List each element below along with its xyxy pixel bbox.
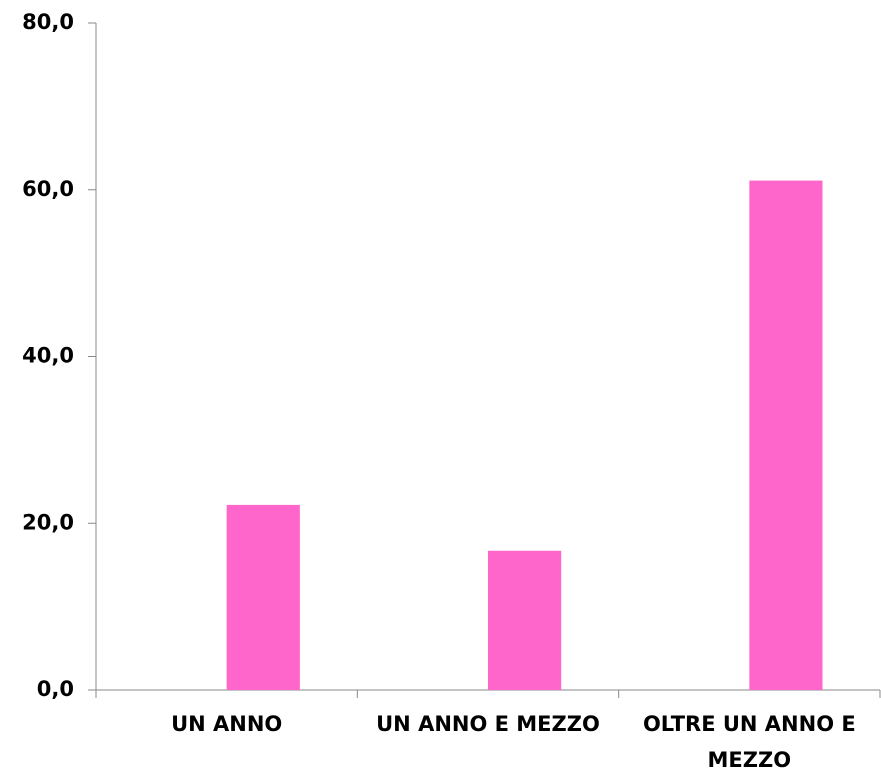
y-tick-label: 40,0 [22, 344, 74, 368]
y-tick-label: 20,0 [22, 510, 74, 534]
y-tick-label: 0,0 [37, 677, 74, 701]
x-tick-label: OLTRE UN ANNO E MEZZO [642, 712, 856, 772]
x-tick-label: UN ANNO [171, 712, 283, 736]
y-tick-label: 60,0 [22, 177, 74, 201]
bar [749, 180, 823, 691]
bar [226, 504, 300, 690]
bar [488, 550, 562, 690]
y-tick-label: 80,0 [22, 10, 74, 34]
x-tick-label: UN ANNO E MEZZO [376, 712, 600, 736]
